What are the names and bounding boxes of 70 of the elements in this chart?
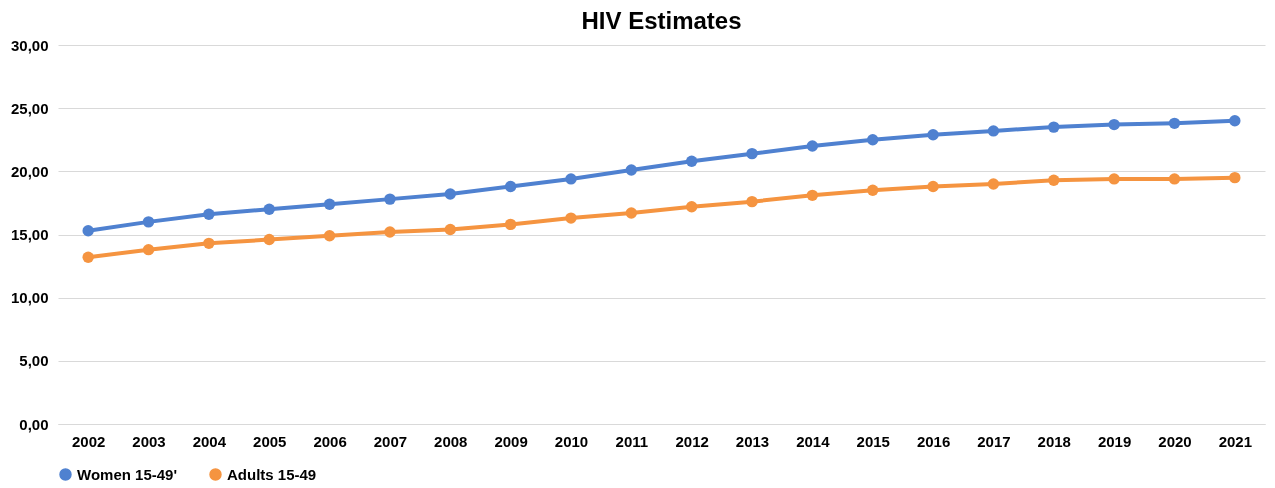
x-tick-label: 2003: [132, 432, 166, 450]
point: [806, 189, 819, 202]
x-tick-label: 2017: [977, 432, 1011, 450]
point: [806, 140, 819, 152]
x-tick-label: 2007: [373, 432, 408, 450]
x-tick-label: 2015: [856, 432, 890, 450]
y-tick-label: 10,00: [10, 289, 49, 307]
x-tick-label: 2014: [796, 432, 831, 450]
point: [1229, 115, 1241, 127]
point: [444, 223, 456, 236]
x-tick-label: 2010: [554, 432, 589, 450]
point: [203, 208, 215, 220]
x-tick-label: 2013: [735, 432, 770, 450]
chart-title: HIV Estimates: [581, 7, 742, 34]
point: [867, 184, 879, 196]
point: [867, 134, 879, 146]
x-tick-label: 2005: [253, 432, 287, 450]
point: [685, 155, 698, 167]
x-tick-label: 2018: [1037, 432, 1071, 450]
point: [1108, 118, 1120, 131]
point: [444, 188, 456, 200]
point: [323, 198, 336, 210]
x-tick-label: 2021: [1218, 432, 1253, 450]
point: [142, 216, 155, 228]
point: [1229, 171, 1241, 184]
point: [625, 207, 638, 219]
point: [927, 180, 939, 193]
x-tick-label: 2009: [494, 432, 528, 450]
legend-label: Adults 15-49: [227, 465, 317, 483]
x-tick-label: 2002: [71, 432, 106, 450]
point: [504, 218, 517, 231]
x-tick-label: 2011: [615, 432, 649, 450]
y-tick-label: 15,00: [10, 226, 49, 243]
legend-label: Women 15-49': [77, 465, 177, 483]
point: [263, 233, 275, 246]
point: [82, 225, 94, 237]
x-tick-label: 2008: [434, 432, 468, 450]
point: [203, 237, 215, 250]
x-tick-label: 2019: [1097, 432, 1132, 450]
point: [685, 201, 698, 213]
point: [565, 173, 577, 185]
y-tick-label: 5,00: [19, 352, 49, 370]
point: [1048, 121, 1060, 133]
point: [565, 212, 577, 224]
point: [625, 164, 638, 176]
point: [1048, 174, 1060, 186]
point: [987, 125, 1000, 137]
point: [1168, 173, 1181, 185]
point: [927, 129, 939, 141]
point: [384, 226, 396, 238]
y-tick-label: 25,00: [10, 99, 49, 117]
point: [1168, 117, 1181, 130]
x-tick-label: 2004: [192, 432, 227, 450]
point: [263, 203, 275, 215]
x-tick-label: 2012: [675, 432, 709, 450]
point: [746, 147, 758, 160]
y-tick-label: 20,00: [10, 162, 49, 180]
point: [384, 193, 396, 205]
x-tick-label: 2020: [1158, 432, 1192, 450]
point: [504, 180, 517, 193]
y-tick-label: 30,00: [10, 36, 49, 54]
y-tick-label: 0,00: [19, 415, 49, 433]
point: [142, 243, 155, 256]
x-tick-label: 2006: [313, 432, 347, 450]
point: [1108, 173, 1120, 185]
x-tick-label: 2016: [916, 432, 951, 450]
point: [82, 251, 94, 263]
point: [323, 230, 336, 242]
point: [987, 178, 1000, 190]
point: [746, 195, 758, 208]
